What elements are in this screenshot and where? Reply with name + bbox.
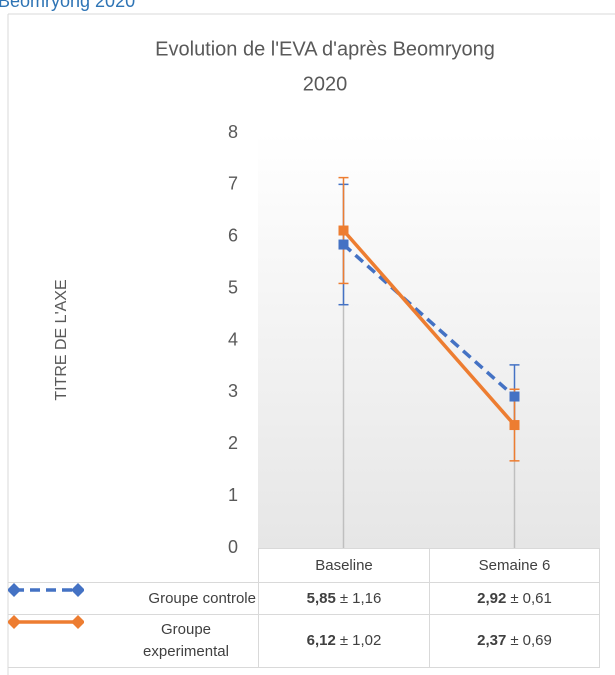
y-tick-label: 1 [228,485,238,505]
plus-minus: ± [510,589,519,607]
y-tick-label: 7 [228,174,238,194]
error-label: 1,16 [352,589,382,607]
legend-marker [8,615,21,629]
marker [338,239,349,250]
legend-cell: Groupe experimental [8,614,258,668]
plus-minus: ± [510,632,519,649]
legend-marker [8,583,21,597]
error-label: 0,69 [522,632,552,649]
marker [509,420,520,431]
y-tick-label: 2 [228,433,238,453]
plus-minus: ± [339,632,349,649]
table-cell: 5,85 ±1,16 [258,582,429,614]
legend-symbol [8,615,84,629]
y-tick-label: 4 [228,329,238,349]
value-label: 6,12 [306,632,336,649]
chart-title: 2020 [303,73,348,95]
caption: Beomryong 2020 [0,0,135,11]
legend-cell: Groupe controle [8,582,258,614]
legend-marker [71,615,84,629]
chart-title: Evolution de l'EVA d'après Beomryong [155,38,495,60]
marker [338,225,349,236]
y-tick-label: 0 [228,537,238,557]
plot-area [258,133,600,548]
series-line [342,229,516,427]
value-label: 5,85 [306,589,336,607]
y-tick-label: 6 [228,226,238,246]
legend-label: Groupe experimental [143,621,229,660]
plus-minus: ± [339,589,349,607]
y-tick-label: 3 [228,381,238,401]
series-line [342,243,516,398]
table-header: Semaine 6 [429,548,600,582]
table-cell: 6,12 ±1,02 [258,614,429,668]
table-cell: 2,37 ±0,69 [429,614,600,668]
error-label: 1,02 [352,632,382,649]
y-tick-label: 8 [228,122,238,142]
error-label: 0,61 [522,589,552,607]
value-label: 2,37 [477,632,507,649]
marker [509,391,520,402]
table-cell: 2,92 ±0,61 [429,582,600,614]
table-header: Baseline [258,548,429,582]
legend-label: Groupe controle [148,589,256,607]
y-axis-title: TITRE DE L'AXE [53,279,70,400]
value-label: 2,92 [477,589,507,607]
legend-marker [71,583,84,597]
y-tick-label: 5 [228,277,238,297]
legend-symbol [8,583,84,597]
